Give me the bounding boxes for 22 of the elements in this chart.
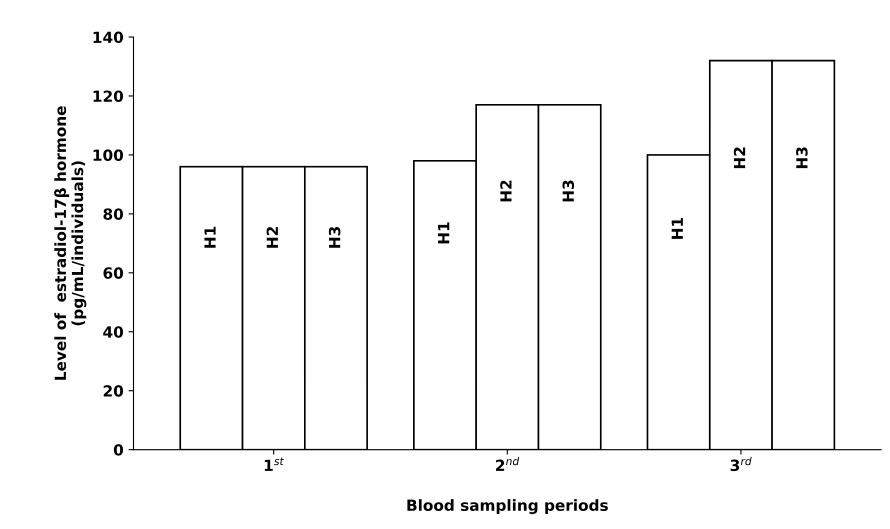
x-tick-label: 2$^{nd}$ [496,456,520,471]
y-tick-label: 100 [94,149,124,161]
y-tick-label: 20 [104,385,124,397]
text: H2 [266,227,278,248]
y-tick-label: 140 [94,31,124,44]
text: H3 [796,147,808,168]
y-tick-label: 0 [114,444,124,456]
x-tick-label: 1$^{st}$ [264,458,284,471]
series-label: H2 [734,147,746,168]
y-tick-label: 80 [103,208,124,220]
y-tick-label: 120 [94,90,124,102]
text: H2 [500,180,512,202]
text: H3 [328,226,340,248]
text: H1 [204,226,216,248]
series-label: H1 [438,222,450,244]
y-tick-label: 60 [103,267,124,279]
y-axis-title: Level of estradiol-17β hormone (pg/mL/individuals) [54,106,86,380]
x-tick-label: 3$^{rd}$ [730,456,752,472]
series-label: H3 [562,180,574,202]
text: H1 [672,218,683,239]
y-tick-label: 40 [103,326,124,338]
x-axis-title: Blood sampling periods [407,499,608,514]
